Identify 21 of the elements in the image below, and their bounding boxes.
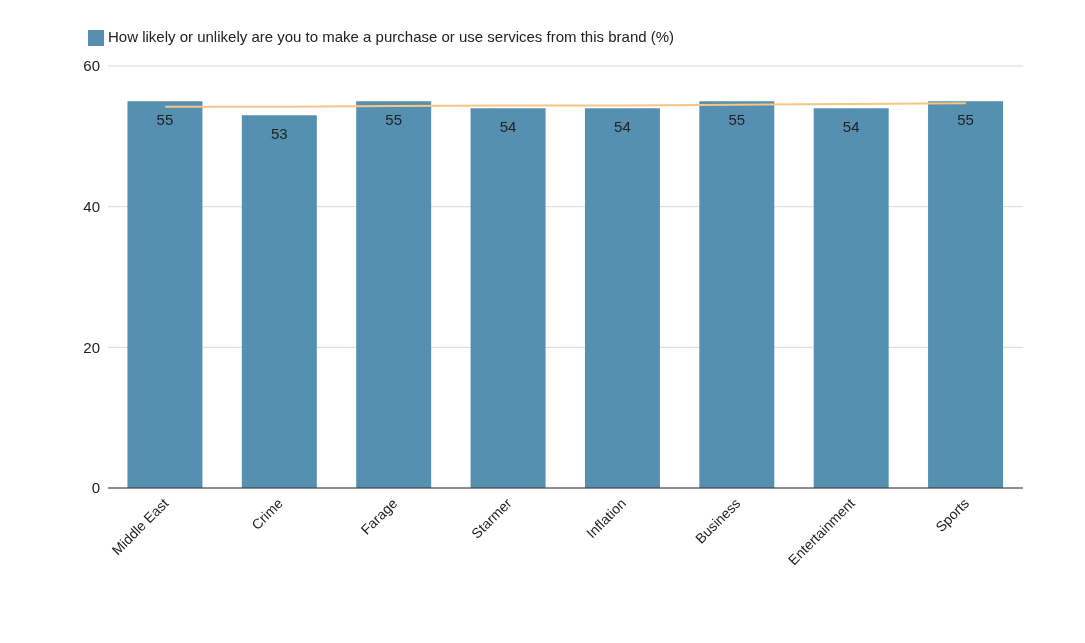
bar [241,115,317,488]
data-label: 54 [499,118,517,136]
y-tick-label: 20 [83,338,100,356]
data-label: 53 [270,125,288,143]
bar [584,108,660,488]
data-label: 54 [842,118,860,136]
data-label: 54 [614,118,631,136]
bar [356,101,432,488]
bar [813,108,889,488]
legend-label: How likely or unlikely are you to make a purchase or use services from this brand (%) [108,28,675,45]
y-tick-label: 60 [83,57,100,75]
bar [699,101,775,488]
data-label: 55 [957,111,974,129]
data-label: 55 [728,111,746,129]
bar [127,101,203,488]
data-label: 55 [156,111,174,129]
bar [928,101,1004,488]
data-label: 55 [385,111,403,129]
bar [470,108,546,488]
y-tick-label: 40 [83,198,100,216]
y-tick-label: 0 [91,479,100,497]
